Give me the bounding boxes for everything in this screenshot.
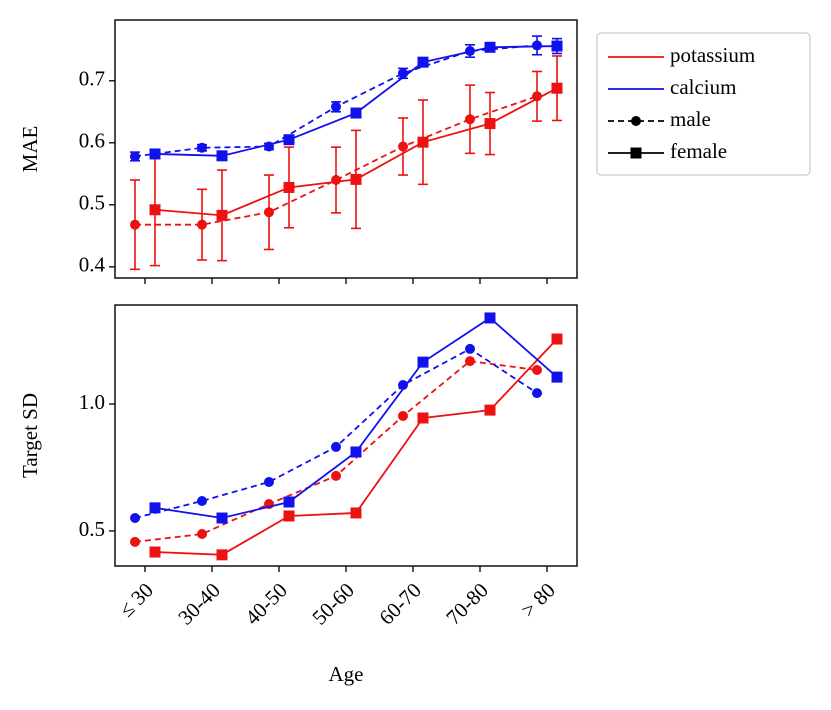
data-point <box>216 150 228 162</box>
data-point <box>130 219 140 230</box>
x-tick-label: 30-40 <box>173 578 225 630</box>
data-point <box>331 175 341 186</box>
data-point <box>350 173 362 185</box>
data-point <box>350 446 362 458</box>
data-point <box>484 41 496 53</box>
data-point <box>149 546 161 558</box>
legend-box <box>596 32 811 176</box>
legend-label: calcium <box>670 75 736 99</box>
y-axis-label: Target SD <box>18 393 42 478</box>
data-point <box>149 502 161 514</box>
data-point <box>417 412 429 424</box>
data-point <box>331 101 341 112</box>
data-point <box>484 118 496 130</box>
data-point <box>465 114 475 125</box>
x-tick-label: 40-50 <box>240 578 292 630</box>
y-tick-label: 0.5 <box>79 191 105 215</box>
data-point <box>350 107 362 119</box>
data-point <box>398 141 408 152</box>
data-point <box>197 219 207 230</box>
data-point <box>551 333 563 345</box>
y-tick-label: 0.4 <box>79 253 106 277</box>
data-point <box>551 82 563 94</box>
data-point <box>398 379 408 390</box>
data-point <box>350 507 362 519</box>
data-point <box>130 536 140 547</box>
x-tick-label: > 80 <box>516 578 560 622</box>
data-point <box>264 207 274 218</box>
x-tick-label: 50-60 <box>307 578 359 630</box>
data-point <box>465 343 475 354</box>
y-axis-label: MAE <box>18 126 42 173</box>
data-point <box>331 470 341 481</box>
data-point <box>465 356 475 367</box>
legend-marker <box>631 116 641 126</box>
plot-area <box>130 35 563 271</box>
data-point <box>551 40 563 52</box>
data-point <box>551 371 563 383</box>
plot-area <box>130 312 563 561</box>
x-tick-label: 60-70 <box>374 578 426 630</box>
series-line <box>134 347 538 519</box>
data-point <box>283 510 295 522</box>
data-point <box>532 40 542 51</box>
y-tick-label: 0.7 <box>79 67 105 91</box>
x-tick-label: 70-80 <box>441 578 493 630</box>
series-line <box>134 44 538 158</box>
data-point <box>532 388 542 399</box>
data-point <box>484 312 496 324</box>
data-point <box>130 513 140 524</box>
x-tick-label: ≤ 30 <box>114 578 158 622</box>
legend-label: male <box>670 107 711 131</box>
x-axis-label: Age <box>329 662 364 686</box>
data-point <box>197 496 207 507</box>
data-point <box>283 496 295 508</box>
legend-label: potassium <box>670 43 755 67</box>
axes-frame <box>114 304 578 567</box>
data-point <box>216 209 228 221</box>
data-point <box>532 91 542 102</box>
legend: potassium calcium male female <box>596 32 811 176</box>
data-point <box>398 410 408 421</box>
y-tick-label: 0.5 <box>79 517 105 541</box>
data-point <box>216 512 228 524</box>
legend-label: female <box>670 139 727 163</box>
data-point <box>417 356 429 368</box>
axes-frame <box>114 19 578 279</box>
data-point <box>532 364 542 375</box>
data-point <box>417 136 429 148</box>
data-point <box>197 142 207 153</box>
series-line <box>154 316 558 519</box>
legend-marker <box>630 147 642 159</box>
data-point <box>197 529 207 540</box>
data-point <box>484 404 496 416</box>
data-point <box>216 549 228 561</box>
data-point <box>130 151 140 162</box>
data-point <box>149 148 161 160</box>
data-point <box>264 476 274 487</box>
data-point <box>417 56 429 68</box>
data-point <box>149 204 161 216</box>
y-tick-label: 0.6 <box>79 129 105 153</box>
y-tick-label: 1.0 <box>79 390 105 414</box>
data-point <box>283 134 295 146</box>
data-point <box>283 181 295 193</box>
data-point <box>331 441 341 452</box>
